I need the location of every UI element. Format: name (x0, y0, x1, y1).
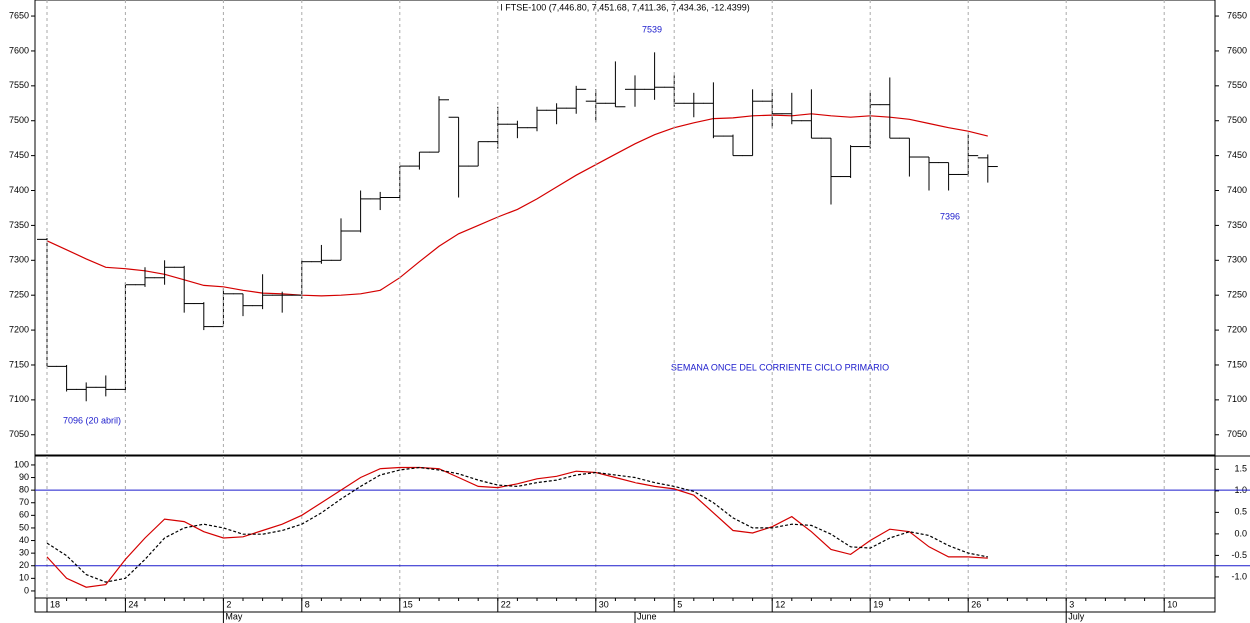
y-tick-label: 7250 (1227, 290, 1247, 300)
oscillator-line (46, 466, 988, 588)
y-tick-label: 7500 (9, 115, 29, 125)
date-axis (34, 597, 1216, 613)
y-tick-label: 7350 (1227, 220, 1247, 230)
y-tick-label: 7200 (1227, 324, 1247, 334)
x-tick-label: 15 (403, 599, 413, 609)
y-tick-label: 80 (19, 485, 29, 495)
x-tick-label: 24 (128, 599, 138, 609)
annotation: 7539 (642, 24, 662, 34)
y-tick-label: 7400 (9, 185, 29, 195)
x-tick-label: 12 (775, 599, 785, 609)
y-tick-label: 7300 (9, 255, 29, 265)
y2-tick-label: 0.5 (1234, 507, 1247, 517)
annotation: SEMANA ONCE DEL CORRIENTE CICLO PRIMARIO (671, 362, 889, 372)
y-tick-label: 7100 (1227, 394, 1247, 404)
y-tick-label: 7350 (9, 220, 29, 230)
x-tick-label: 22 (501, 599, 511, 609)
y-tick-label: 90 (19, 472, 29, 482)
y-tick-label: 7650 (1227, 10, 1247, 20)
month-label: June (637, 611, 657, 621)
month-label: May (225, 611, 243, 621)
x-tick-label: 3 (1069, 599, 1074, 609)
y-tick-label: 60 (19, 510, 29, 520)
y-tick-label: 20 (19, 560, 29, 570)
x-tick-label: 26 (971, 599, 981, 609)
y-tick-label: 7450 (9, 150, 29, 160)
chart-title: I FTSE-100 (7,446.80, 7,451.68, 7,411.36… (500, 2, 750, 12)
price-panel (34, 0, 1216, 456)
y-tick-label: 7450 (1227, 150, 1247, 160)
x-tick-label: 30 (599, 599, 609, 609)
y-tick-label: 7550 (9, 80, 29, 90)
y-tick-label: 100 (14, 459, 29, 469)
y-tick-label: 70 (19, 497, 29, 507)
month-label: July (1068, 611, 1085, 621)
y-tick-label: 7500 (1227, 115, 1247, 125)
y-tick-label: 7100 (9, 394, 29, 404)
y-tick-label: 30 (19, 548, 29, 558)
y2-tick-label: 0.0 (1234, 528, 1247, 538)
y-tick-label: 7600 (9, 45, 29, 55)
y-tick-label: 7650 (9, 10, 29, 20)
y-tick-label: 7150 (9, 359, 29, 369)
x-tick-label: 10 (1167, 599, 1177, 609)
signal-line (46, 466, 988, 583)
x-tick-label: 8 (305, 599, 310, 609)
annotation: 7096 (20 abril) (63, 415, 121, 425)
y2-tick-label: -0.5 (1231, 550, 1247, 560)
x-tick-label: 19 (873, 599, 883, 609)
y-tick-label: 7550 (1227, 80, 1247, 90)
y-tick-label: 7300 (1227, 255, 1247, 265)
moving-average-line (46, 113, 988, 297)
y-tick-label: 7600 (1227, 45, 1247, 55)
y-tick-label: 7250 (9, 290, 29, 300)
annotation: 7396 (940, 211, 960, 221)
x-tick-label: 2 (226, 599, 231, 609)
y-tick-label: 7400 (1227, 185, 1247, 195)
x-tick-label: 18 (50, 599, 60, 609)
y-tick-label: 7150 (1227, 359, 1247, 369)
y2-tick-label: -1.0 (1231, 571, 1247, 581)
y-tick-label: 10 (19, 573, 29, 583)
y-tick-label: 7200 (9, 324, 29, 334)
y-tick-label: 50 (19, 522, 29, 532)
y-tick-label: 7050 (1227, 429, 1247, 439)
y-tick-label: 7050 (9, 429, 29, 439)
x-tick-label: 5 (677, 599, 682, 609)
y-tick-label: 40 (19, 535, 29, 545)
y-tick-label: 0 (24, 585, 29, 595)
y2-tick-label: 1.5 (1234, 464, 1247, 474)
